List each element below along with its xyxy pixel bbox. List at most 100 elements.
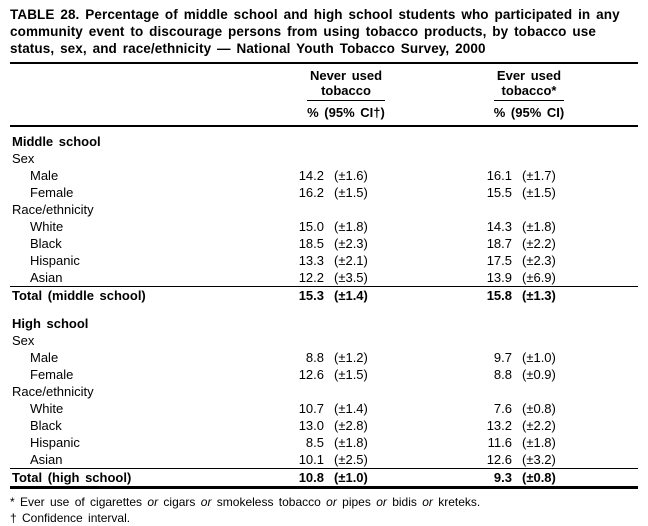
table-row: Asian 10.1 (±2.5) 12.6 (±3.2) [10, 451, 638, 469]
never-ci: (±1.5) [324, 184, 420, 201]
never-pct: 13.0 [272, 417, 324, 434]
row-label: Female [10, 366, 272, 383]
footnote-confidence-interval: † Confidence interval. [10, 511, 638, 526]
ever-used-header: Ever used tobacco* [494, 68, 564, 101]
column-spanner-row: Never used tobacco Ever used tobacco* [10, 64, 638, 101]
never-pct: 12.2 [272, 269, 324, 287]
ever-ci: (±1.8) [512, 218, 638, 235]
table-row: Hispanic 8.5 (±1.8) 11.6 (±1.8) [10, 434, 638, 451]
ever-pct: 13.9 [420, 269, 512, 287]
ever-ci: (±0.8) [512, 469, 638, 488]
ever-pct: 15.5 [420, 184, 512, 201]
never-pct: 18.5 [272, 235, 324, 252]
total-row-high-school: Total (high school) 10.8 (±1.0) 9.3 (±0.… [10, 469, 638, 488]
table-title: TABLE 28. Percentage of middle school an… [10, 6, 638, 57]
column-group-ever-used: Ever used tobacco* [420, 64, 638, 101]
never-pct: 10.8 [272, 469, 324, 488]
group-row-race-ethnicity: Race/ethnicity [10, 201, 638, 218]
table-28-page: TABLE 28. Percentage of middle school an… [0, 0, 648, 515]
table-row: Hispanic 13.3 (±2.1) 17.5 (±2.3) [10, 252, 638, 269]
row-label: Asian [10, 451, 272, 469]
never-ci: (±1.8) [324, 434, 420, 451]
ever-pct: 14.3 [420, 218, 512, 235]
footnote-or: or [376, 495, 387, 509]
never-pct: 15.0 [272, 218, 324, 235]
never-pct: 15.3 [272, 287, 324, 305]
table-row: Male 8.8 (±1.2) 9.7 (±1.0) [10, 349, 638, 366]
row-label: Asian [10, 269, 272, 287]
never-ci: (±1.4) [324, 287, 420, 305]
never-pct: 14.2 [272, 167, 324, 184]
ever-pct: 9.3 [420, 469, 512, 488]
never-ci: (±1.0) [324, 469, 420, 488]
row-label: White [10, 218, 272, 235]
never-pct: 16.2 [272, 184, 324, 201]
column-subheader-row: % (95% CI†) % (95% CI) [10, 101, 638, 126]
row-label: Female [10, 184, 272, 201]
ever-ci: (±0.9) [512, 366, 638, 383]
row-label: Hispanic [10, 252, 272, 269]
ever-ci: (±0.8) [512, 400, 638, 417]
ever-used-line1: Ever used [497, 68, 561, 83]
ever-pct: 13.2 [420, 417, 512, 434]
row-label: High school [10, 304, 272, 332]
ever-ci: (±1.0) [512, 349, 638, 366]
ever-pct: 17.5 [420, 252, 512, 269]
never-ci: (±3.5) [324, 269, 420, 287]
footnote-text: kreteks. [433, 495, 480, 509]
ever-pct: 11.6 [420, 434, 512, 451]
row-label: Sex [10, 150, 272, 167]
never-ci: (±2.5) [324, 451, 420, 469]
ever-ci: (±1.5) [512, 184, 638, 201]
never-pct: 8.5 [272, 434, 324, 451]
row-label: Hispanic [10, 434, 272, 451]
row-label: Black [10, 235, 272, 252]
table-row: Female 12.6 (±1.5) 8.8 (±0.9) [10, 366, 638, 383]
ever-ci: (±2.3) [512, 252, 638, 269]
never-ci: (±2.3) [324, 235, 420, 252]
ever-pct: 12.6 [420, 451, 512, 469]
footnote-or: or [147, 495, 158, 509]
column-group-never-used: Never used tobacco [272, 64, 420, 101]
row-label: Total (high school) [10, 469, 272, 488]
footnote-text: smokeless tobacco [211, 495, 326, 509]
never-ci: (±1.4) [324, 400, 420, 417]
never-used-header: Never used tobacco [307, 68, 385, 101]
never-ci: (±1.6) [324, 167, 420, 184]
ever-used-line2: tobacco* [502, 83, 557, 98]
ever-ci: (±1.3) [512, 287, 638, 305]
table-row: White 10.7 (±1.4) 7.6 (±0.8) [10, 400, 638, 417]
row-label: Black [10, 417, 272, 434]
ever-pct: 8.8 [420, 366, 512, 383]
total-row-middle-school: Total (middle school) 15.3 (±1.4) 15.8 (… [10, 287, 638, 305]
footnote-text: cigars [158, 495, 201, 509]
table-row: White 15.0 (±1.8) 14.3 (±1.8) [10, 218, 638, 235]
never-used-line1: Never used [310, 68, 382, 83]
never-pct: 10.1 [272, 451, 324, 469]
ever-pct: 18.7 [420, 235, 512, 252]
footnote-or: or [201, 495, 212, 509]
ever-ci: (±2.2) [512, 235, 638, 252]
data-table: Never used tobacco Ever used tobacco* % … [10, 64, 638, 489]
row-label: Male [10, 167, 272, 184]
ever-pct: 15.8 [420, 287, 512, 305]
table-row: Asian 12.2 (±3.5) 13.9 (±6.9) [10, 269, 638, 287]
row-label: Race/ethnicity [10, 383, 272, 400]
row-label: White [10, 400, 272, 417]
row-label: Male [10, 349, 272, 366]
ever-ci: (±1.8) [512, 434, 638, 451]
never-ci: (±1.2) [324, 349, 420, 366]
never-pct: 12.6 [272, 366, 324, 383]
group-row-sex: Sex [10, 332, 638, 349]
footnote-or: or [326, 495, 337, 509]
footnote-or: or [422, 495, 433, 509]
never-pct: 8.8 [272, 349, 324, 366]
footnotes: * Ever use of cigarettes or cigars or sm… [10, 495, 638, 526]
ever-ci: (±3.2) [512, 451, 638, 469]
never-pct: 13.3 [272, 252, 324, 269]
row-label: Sex [10, 332, 272, 349]
table-row: Black 13.0 (±2.8) 13.2 (±2.2) [10, 417, 638, 434]
section-row-high-school: High school [10, 304, 638, 332]
ever-pct: 7.6 [420, 400, 512, 417]
never-ci: (±1.5) [324, 366, 420, 383]
